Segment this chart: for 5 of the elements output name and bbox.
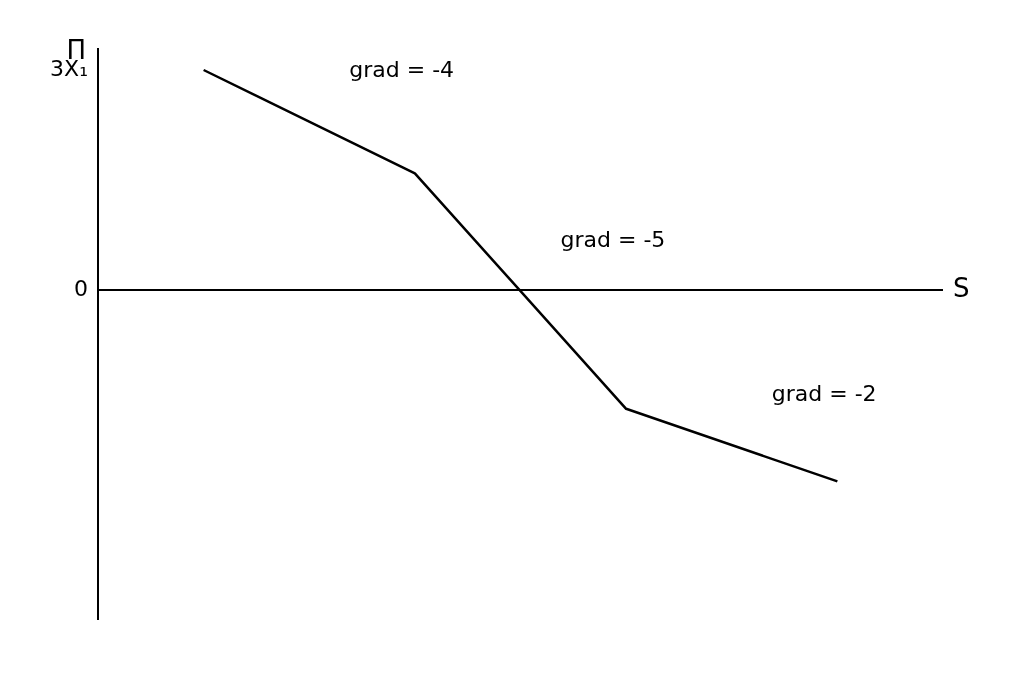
annotation: grad = -5 [560,226,666,252]
text: 0 [74,275,88,301]
annotation: grad = -2 [771,380,877,406]
annotation: grad = -4 [349,57,455,83]
x-axis-title: S [953,272,970,303]
